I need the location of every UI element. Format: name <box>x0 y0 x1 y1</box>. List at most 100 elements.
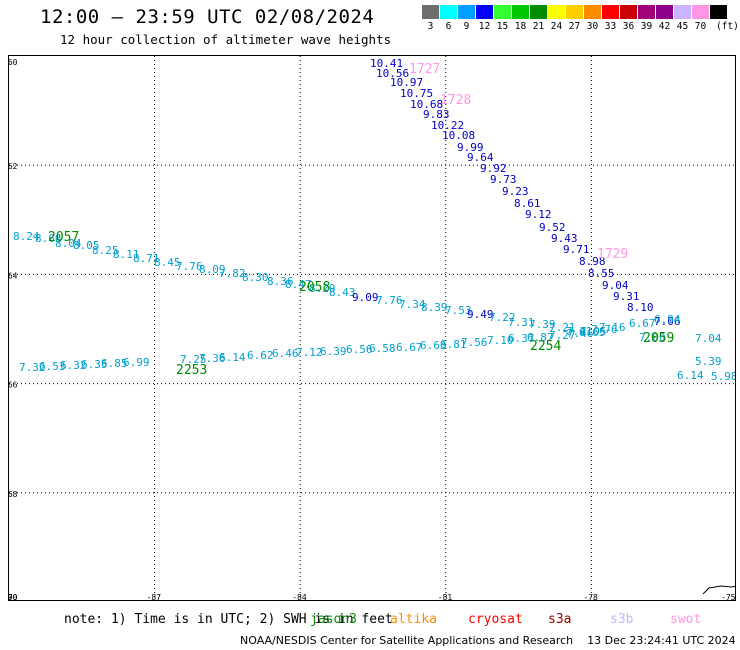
legend-swatch <box>422 5 439 19</box>
longitude-tick-label: -84 <box>292 593 307 601</box>
wave-height-label: 7.41 <box>566 325 593 338</box>
wave-height-label: 8.10 <box>627 301 654 314</box>
satellite-jason3: jason3 <box>310 612 357 627</box>
legend-swatch <box>494 5 511 19</box>
wave-height-label: 10.97 <box>390 76 423 89</box>
wave-height-label: 8.61 <box>514 197 541 210</box>
wave-height-label: 6.99 <box>123 356 150 369</box>
legend-swatch <box>710 5 727 19</box>
wave-height-label: 8.43 <box>329 286 356 299</box>
wave-height-label: 7.56 <box>461 336 488 349</box>
map-title: 12:00 – 23:59 UTC 02/08/2024 <box>40 6 375 28</box>
map-subtitle: 12 hour collection of altimeter wave hei… <box>60 32 392 47</box>
legend-label: 21 <box>532 21 545 32</box>
wave-height-label: 7.82 <box>219 267 246 280</box>
wave-height-label: 6.85 <box>101 357 128 370</box>
wave-height-label: 6.14 <box>219 351 246 364</box>
footer-note: note: 1) Time is in UTC; 2) SWH is in fe… <box>64 612 393 627</box>
legend-swatch <box>566 5 583 19</box>
wave-height-label: 10.68 <box>410 98 443 111</box>
wave-height-label: 7.25 <box>180 353 207 366</box>
legend-swatch <box>458 5 475 19</box>
wave-height-label: 8.47 <box>285 278 312 291</box>
wave-height-label: 6.87 <box>527 331 554 344</box>
legend-swatch <box>440 5 457 19</box>
map-canvas: -60 -62 -64 -66 -68 -70-90 -87 -84 -81 -78 -75 10.4… <box>9 56 736 601</box>
satellite-swot: swot <box>670 612 702 627</box>
footer-credit: NOAA/NESDIS Center for Satellite Applica… <box>240 634 736 647</box>
wave-height-label: 7.36 <box>199 352 226 365</box>
wave-height-label: 9.52 <box>539 221 566 234</box>
wave-height-label: 6.46 <box>272 347 299 360</box>
latitude-tick-label: -70 <box>9 593 18 601</box>
map-frame: -60 -62 -64 -66 -68 -70-90 -87 -84 -81 -78 -75 10.4… <box>8 55 736 601</box>
wave-height-label: 9.09 <box>352 291 379 304</box>
wave-height-label: 7.76 <box>591 323 618 336</box>
longitude-tick-label: -81 <box>438 593 453 601</box>
wave-height-label: 6.94 <box>654 313 681 326</box>
legend-label: 39 <box>640 21 653 32</box>
legend-label: 27 <box>568 21 581 32</box>
wave-height-label: 7.10 <box>487 334 514 347</box>
time-marker-label: 2253 <box>176 363 207 378</box>
legend-swatch <box>584 5 601 19</box>
wave-height-label: 7.39 <box>529 318 556 331</box>
latitude-tick-label: -68 <box>9 490 18 499</box>
wave-height-label: 9.23 <box>502 185 529 198</box>
wave-height-label: 9.12 <box>525 208 552 221</box>
longitude-tick-label: -75 <box>721 593 736 601</box>
wave-height-label: 9.49 <box>467 308 494 321</box>
satellite-s3b: s3b <box>610 612 634 627</box>
time-marker-label: 2058 <box>299 280 330 295</box>
wave-height-label: 7.31 <box>508 316 535 329</box>
wave-height-label: 8.25 <box>92 244 119 257</box>
wave-height-label: 10.56 <box>376 67 409 80</box>
legend-label: 9 <box>463 21 470 32</box>
legend-label: 3 <box>427 21 434 32</box>
wave-height-label: 8.05 <box>73 239 100 252</box>
wave-height-label: 6.39 <box>320 345 347 358</box>
wave-height-label: 6.67 <box>629 317 656 330</box>
wave-height-label: 7.00 <box>639 331 666 344</box>
legend-label: 42 <box>658 21 671 32</box>
wave-height-label: 8.98 <box>579 255 606 268</box>
latitude-tick-label: -60 <box>9 58 18 67</box>
legend-swatch <box>548 5 565 19</box>
wave-height-label: 7.06 <box>654 315 681 328</box>
color-legend: 3 6 9 12 15 18 21 24 27 30 33 36 39 42 45 70 (ft) <box>422 5 739 33</box>
legend-swatch <box>656 5 673 19</box>
legend-label: 12 <box>478 21 491 32</box>
wave-height-label: 9.99 <box>457 141 484 154</box>
legend-swatch <box>692 5 709 19</box>
legend-swatch <box>620 5 637 19</box>
satellite-altika: altika <box>390 612 437 627</box>
time-marker-label: 1729 <box>597 247 628 262</box>
latitude-tick-label: -66 <box>9 381 18 390</box>
longitude-tick-label: -90 <box>9 593 18 601</box>
wave-height-label: 8.11 <box>113 248 140 261</box>
time-marker-label: 1728 <box>440 93 471 108</box>
wave-height-label: 10.08 <box>442 129 475 142</box>
wave-height-label: 6.63 <box>420 339 447 352</box>
wave-height-label: 7.76 <box>376 294 403 307</box>
wave-height-label: 7.76 <box>176 260 203 273</box>
longitude-tick-label: -87 <box>147 593 162 601</box>
wave-height-label: 6.56 <box>346 343 373 356</box>
wave-height-label: 7.53 <box>445 304 472 317</box>
legend-swatch <box>530 5 547 19</box>
wave-height-label: 8.29 <box>309 282 336 295</box>
wave-height-label: 7.22 <box>489 311 516 324</box>
legend-swatch <box>476 5 493 19</box>
wave-height-label: 6.14 <box>677 369 704 382</box>
wave-height-label: 6.32 <box>60 359 87 372</box>
wave-height-label: 9.71 <box>563 243 590 256</box>
wave-height-label: 7.46 <box>567 327 594 340</box>
wave-height-label: 6.62 <box>247 349 274 362</box>
wave-height-label: 7.32 <box>19 361 46 374</box>
wave-height-label: 7.05 <box>580 325 607 338</box>
satellite-s3a: s3a <box>548 612 572 627</box>
wave-height-label: 8.30 <box>242 271 269 284</box>
wave-height-label: 7.04 <box>695 332 722 345</box>
wave-height-label: 8.36 <box>267 275 294 288</box>
wave-height-label: 7.16 <box>599 321 626 334</box>
